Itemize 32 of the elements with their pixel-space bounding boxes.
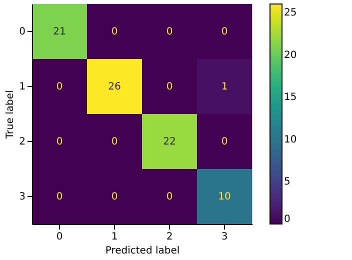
y-tick-label: 3	[19, 192, 26, 202]
data-label: 0	[166, 82, 173, 92]
data-label: 0	[221, 26, 228, 38]
x-tick-label: 0	[56, 232, 63, 242]
data-label: 0	[166, 192, 173, 202]
data-label: 0	[221, 136, 228, 148]
data-label: 0	[56, 136, 63, 148]
data-label: 22	[163, 136, 176, 148]
x-tick-label: 1	[111, 232, 118, 242]
y-tick-label: 0	[19, 26, 26, 38]
data-label: 21	[53, 26, 66, 38]
y-tick-label: 1	[19, 82, 26, 92]
data-label: 0	[111, 192, 118, 202]
data-label: 0	[56, 192, 63, 202]
color-bar-label: 5	[284, 176, 290, 188]
color-bar-label: 10	[284, 134, 297, 146]
data-label: 10	[218, 192, 231, 202]
x-tick-label: 2	[166, 232, 173, 242]
y-axis-title: True label	[5, 90, 16, 140]
data-label: 0	[166, 26, 173, 38]
color-bar-label: 20	[284, 50, 297, 61]
data-label: 0	[56, 82, 63, 92]
color-bar-label: 25	[284, 7, 297, 18]
color-bar-label: 0	[284, 214, 290, 225]
x-tick-label: 3	[221, 232, 228, 242]
y-tick-label: 2	[19, 136, 26, 148]
color-bar-label: 15	[284, 92, 297, 104]
data-label: 26	[108, 82, 121, 92]
data-label: 1	[221, 82, 228, 92]
data-label: 0	[111, 136, 118, 148]
x-axis-title: Predicted label	[105, 246, 180, 256]
data-label: 0	[111, 26, 118, 38]
